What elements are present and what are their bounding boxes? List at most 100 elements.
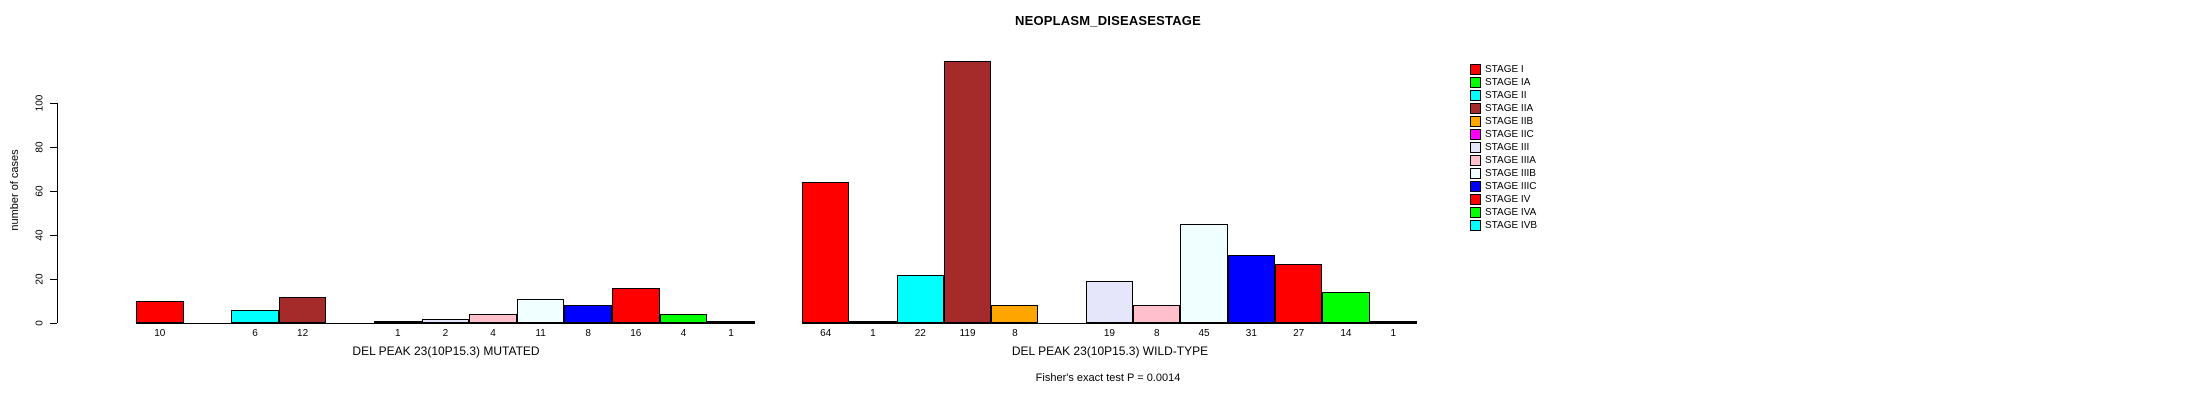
legend-color-swatch bbox=[1470, 77, 1481, 88]
fisher-test-annotation: Fisher's exact test P = 0.0014 bbox=[1035, 372, 1181, 384]
bar-value-label: 19 bbox=[1103, 328, 1115, 339]
x-axis-baseline bbox=[802, 323, 1417, 324]
bar-value-label: 8 bbox=[585, 328, 591, 339]
bar-stage-iiib bbox=[516, 298, 565, 323]
legend-item: STAGE II bbox=[1470, 89, 1537, 102]
y-tick-mark bbox=[50, 146, 57, 148]
bar-value-label: 1 bbox=[870, 328, 876, 339]
legend-item-label: STAGE IIC bbox=[1485, 129, 1534, 140]
y-tick-mark bbox=[50, 322, 57, 324]
legend-color-swatch bbox=[1470, 207, 1481, 218]
bar-value-label: 11 bbox=[535, 328, 546, 339]
legend-item: STAGE IA bbox=[1470, 76, 1537, 89]
bar-value-label: 2 bbox=[442, 328, 449, 339]
legend-color-swatch bbox=[1470, 194, 1481, 205]
bar-value-label: 10 bbox=[154, 328, 166, 339]
legend-color-swatch bbox=[1470, 168, 1481, 179]
legend-color-swatch bbox=[1470, 129, 1481, 140]
legend-item-label: STAGE IIIC bbox=[1485, 181, 1537, 192]
legend: STAGE I STAGE IA STAGE II STAGE IIA STAGE II… bbox=[1470, 63, 1537, 232]
legend-item: STAGE III bbox=[1470, 141, 1537, 154]
legend-item: STAGE IIC bbox=[1470, 128, 1537, 141]
bar-stage-iv bbox=[612, 287, 660, 323]
bar-stage-ia bbox=[849, 320, 897, 323]
bar-stage-ivb bbox=[1369, 320, 1417, 323]
legend-item-label: STAGE IIB bbox=[1485, 116, 1534, 127]
y-axis-label: number of cases bbox=[9, 149, 21, 231]
legend-item: STAGE IIB bbox=[1470, 115, 1537, 128]
bar-value-label: 31 bbox=[1245, 328, 1257, 339]
bar-stage-iic bbox=[374, 320, 422, 323]
legend-color-swatch bbox=[1470, 155, 1481, 166]
bar-value-label: 45 bbox=[1198, 328, 1210, 339]
legend-color-swatch bbox=[1470, 116, 1481, 127]
bar-stage-iva bbox=[1322, 292, 1370, 323]
bar-value-label: 22 bbox=[914, 328, 926, 339]
bar-stage-ii bbox=[896, 274, 944, 323]
bar-value-label: 64 bbox=[820, 328, 832, 339]
bar-value-label: 27 bbox=[1293, 328, 1305, 339]
legend-item-label: STAGE II bbox=[1485, 90, 1527, 101]
bar-stage-iib bbox=[991, 305, 1039, 323]
legend-item-label: STAGE III bbox=[1485, 142, 1530, 153]
legend-item: STAGE IIIA bbox=[1470, 154, 1537, 167]
bar-value-label: 4 bbox=[490, 328, 496, 339]
legend-item-label: STAGE IA bbox=[1485, 77, 1531, 88]
legend-color-swatch bbox=[1470, 142, 1481, 153]
bar-value-label: 8 bbox=[1153, 328, 1160, 339]
bar-value-label: 8 bbox=[1012, 328, 1018, 339]
legend-color-swatch bbox=[1470, 181, 1481, 192]
bar-stage-iii bbox=[421, 318, 470, 323]
y-axis-line bbox=[57, 103, 58, 323]
legend-color-swatch bbox=[1470, 64, 1481, 75]
bar-value-label: 14 bbox=[1340, 328, 1352, 339]
chart-title: NEOPLASM_DISEASESTAGE bbox=[1015, 13, 1201, 28]
legend-item-label: STAGE IIA bbox=[1485, 103, 1534, 114]
bar-stage-iia bbox=[278, 296, 327, 323]
y-tick-label: 0 bbox=[34, 320, 46, 326]
legend-item-label: STAGE IVA bbox=[1485, 207, 1537, 218]
legend-item-label: STAGE IVB bbox=[1485, 220, 1538, 231]
bar-stage-i bbox=[136, 301, 184, 323]
bar-value-label: 12 bbox=[297, 328, 309, 339]
y-tick-label: 20 bbox=[34, 273, 46, 285]
x-axis-baseline bbox=[136, 323, 755, 324]
bar-stage-iiia bbox=[1133, 305, 1181, 323]
bar-stage-iia bbox=[943, 61, 992, 323]
bar-value-label: 1 bbox=[1390, 328, 1397, 339]
y-tick-mark bbox=[50, 278, 57, 280]
bar-stage-iii bbox=[1085, 281, 1134, 323]
bar-stage-i bbox=[802, 182, 850, 323]
bar-value-label: 1 bbox=[395, 328, 401, 339]
legend-item: STAGE IIIC bbox=[1470, 180, 1537, 193]
bar-value-label: 16 bbox=[630, 328, 642, 339]
legend-item-label: STAGE IV bbox=[1485, 194, 1531, 205]
legend-item: STAGE I bbox=[1470, 63, 1537, 76]
y-tick-label: 60 bbox=[34, 185, 46, 197]
bar-stage-iv bbox=[1275, 263, 1323, 323]
bar-stage-iva bbox=[659, 314, 708, 323]
bar-stage-iiia bbox=[469, 314, 517, 323]
bar-value-label: 4 bbox=[680, 328, 687, 339]
y-tick-label: 40 bbox=[34, 229, 46, 241]
bar-stage-ii bbox=[231, 309, 279, 323]
bar-stage-iiic bbox=[1227, 254, 1275, 323]
y-tick-mark bbox=[50, 234, 57, 236]
legend-item: STAGE IV bbox=[1470, 193, 1537, 206]
legend-item-label: STAGE IIIA bbox=[1485, 155, 1536, 166]
legend-item-label: STAGE I bbox=[1485, 64, 1524, 75]
legend-item: STAGE IIIB bbox=[1470, 167, 1537, 180]
legend-color-swatch bbox=[1470, 90, 1481, 101]
y-tick-mark bbox=[50, 190, 57, 192]
y-tick-label: 100 bbox=[34, 94, 46, 112]
legend-item: STAGE IVA bbox=[1470, 206, 1537, 219]
legend-color-swatch bbox=[1470, 103, 1481, 114]
y-tick-mark bbox=[50, 102, 57, 104]
legend-item: STAGE IVB bbox=[1470, 219, 1537, 232]
bar-stage-iiib bbox=[1180, 224, 1228, 323]
bar-stage-iiic bbox=[564, 305, 612, 323]
bar-value-label: 6 bbox=[252, 328, 258, 339]
legend-item: STAGE IIA bbox=[1470, 102, 1537, 115]
group-label-mutated: DEL PEAK 23(10P15.3) MUTATED bbox=[352, 344, 540, 358]
